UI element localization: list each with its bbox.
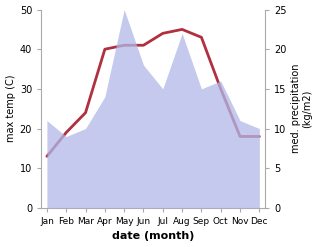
X-axis label: date (month): date (month) [112,231,194,242]
Y-axis label: med. precipitation
(kg/m2): med. precipitation (kg/m2) [291,64,313,153]
Y-axis label: max temp (C): max temp (C) [5,75,16,143]
